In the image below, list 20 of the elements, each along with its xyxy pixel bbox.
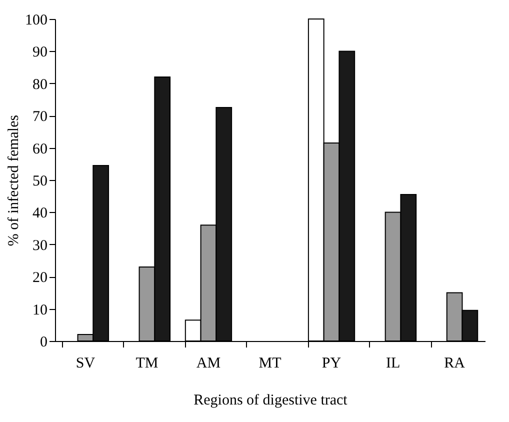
x-axis-title: Regions of digestive tract [194,392,348,408]
x-tick-label: TM [136,356,158,372]
y-tick-label: 90 [32,44,48,61]
y-tick-label: 80 [32,76,48,93]
x-tick-label: IL [386,356,400,372]
y-tick-label: 30 [32,238,48,254]
y-axis-title: % of infected females [6,114,22,246]
x-tick-label: MT [258,356,282,372]
x-tick-label: PY [322,356,342,372]
x-tick-label: SV [76,356,96,372]
x-tick-label: RA [444,356,466,372]
y-tick-label: 100 [25,12,48,28]
y-tick-label: 0 [40,334,48,350]
y-tick-label: 40 [32,206,48,222]
y-tick-label: 50 [32,174,48,190]
y-tick-label: 70 [32,109,48,126]
y-tick-label: 20 [32,270,48,286]
y-tick-label: 60 [32,141,48,158]
x-tick-label: AM [196,356,221,372]
y-tick-label: 10 [32,302,48,318]
